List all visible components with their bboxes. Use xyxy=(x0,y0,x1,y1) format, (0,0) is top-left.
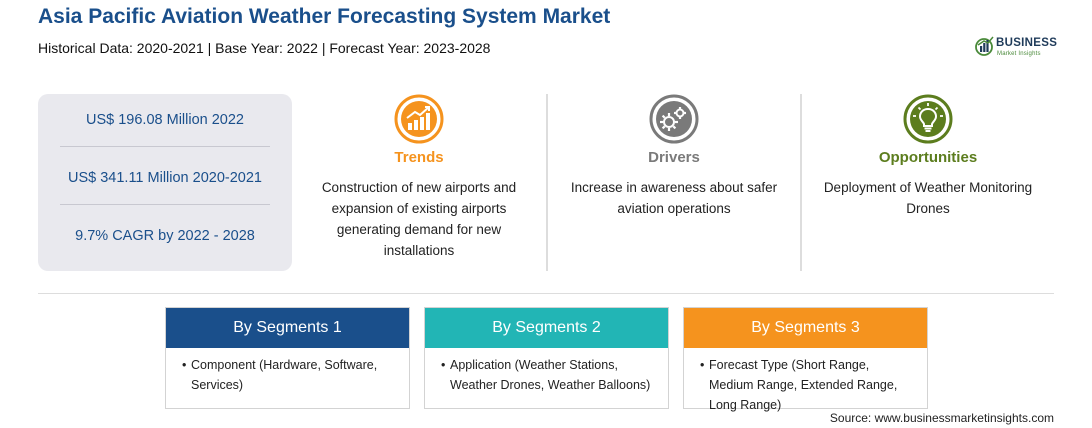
feature-label-drivers: Drivers xyxy=(648,149,700,166)
feature-desc-opportunities: Deployment of Weather Monitoring Drones xyxy=(823,180,1033,216)
lightbulb-icon xyxy=(903,94,953,144)
page-subtitle: Historical Data: 2020-2021 | Base Year: … xyxy=(38,40,491,56)
stat-cagr: 9.7% CAGR by 2022 - 2028 xyxy=(75,228,255,244)
feature-label-trends: Trends xyxy=(394,149,444,166)
feature-divider xyxy=(800,94,802,271)
segment-body-2: • Application (Weather Stations, Weather… xyxy=(425,348,668,395)
segment-item-text: Application (Weather Stations, Weather D… xyxy=(450,358,651,392)
segment-title-2: By Segments 2 xyxy=(425,308,668,348)
segment-item-text: Component (Hardware, Software, Services) xyxy=(191,358,378,392)
bullet-icon: • xyxy=(441,358,446,372)
segment-item: • Component (Hardware, Software, Service… xyxy=(182,355,399,395)
segment-card-2: By Segments 2 • Application (Weather Sta… xyxy=(424,307,669,409)
gears-icon xyxy=(649,94,699,144)
segment-item-text: Forecast Type (Short Range, Medium Range… xyxy=(709,358,898,412)
stat-divider xyxy=(60,204,270,205)
feature-divider xyxy=(546,94,548,271)
segment-body-1: • Component (Hardware, Software, Service… xyxy=(166,348,409,395)
bullet-icon: • xyxy=(182,358,187,372)
stat-market-value-2022: US$ 196.08 Million 2022 xyxy=(86,112,244,128)
stat-market-value-historical: US$ 341.11 Million 2020-2021 xyxy=(67,170,262,186)
company-logo[interactable]: BUSINESS Market Insights xyxy=(975,35,1065,61)
segment-body-3: • Forecast Type (Short Range, Medium Ran… xyxy=(684,348,927,415)
segment-card-1: By Segments 1 • Component (Hardware, Sof… xyxy=(165,307,410,409)
logo-globe-icon xyxy=(975,36,994,56)
feature-label-opportunities: Opportunities xyxy=(878,149,978,166)
segment-card-3: By Segments 3 • Forecast Type (Short Ran… xyxy=(683,307,928,412)
segment-title-3: By Segments 3 xyxy=(684,308,927,348)
source-note: Source: www.businessmarketinsights.com xyxy=(829,411,1054,425)
feature-desc-drivers: Increase in awareness about safer aviati… xyxy=(570,180,778,216)
section-divider xyxy=(38,293,1054,294)
trend-chart-icon xyxy=(394,94,444,144)
segment-item: • Application (Weather Stations, Weather… xyxy=(441,355,658,395)
page-title: Asia Pacific Aviation Weather Forecastin… xyxy=(38,5,611,28)
logo-tagline: Market Insights xyxy=(997,51,1041,57)
stat-divider xyxy=(60,146,270,147)
feature-desc-trends: Construction of new airports and expansi… xyxy=(321,180,517,258)
bullet-icon: • xyxy=(700,358,705,372)
segment-item: • Forecast Type (Short Range, Medium Ran… xyxy=(700,355,917,415)
key-stats-panel: US$ 196.08 Million 2022 US$ 341.11 Milli… xyxy=(38,94,292,271)
segment-title-1: By Segments 1 xyxy=(166,308,409,348)
logo-brand-text: BUSINESS xyxy=(996,37,1058,49)
